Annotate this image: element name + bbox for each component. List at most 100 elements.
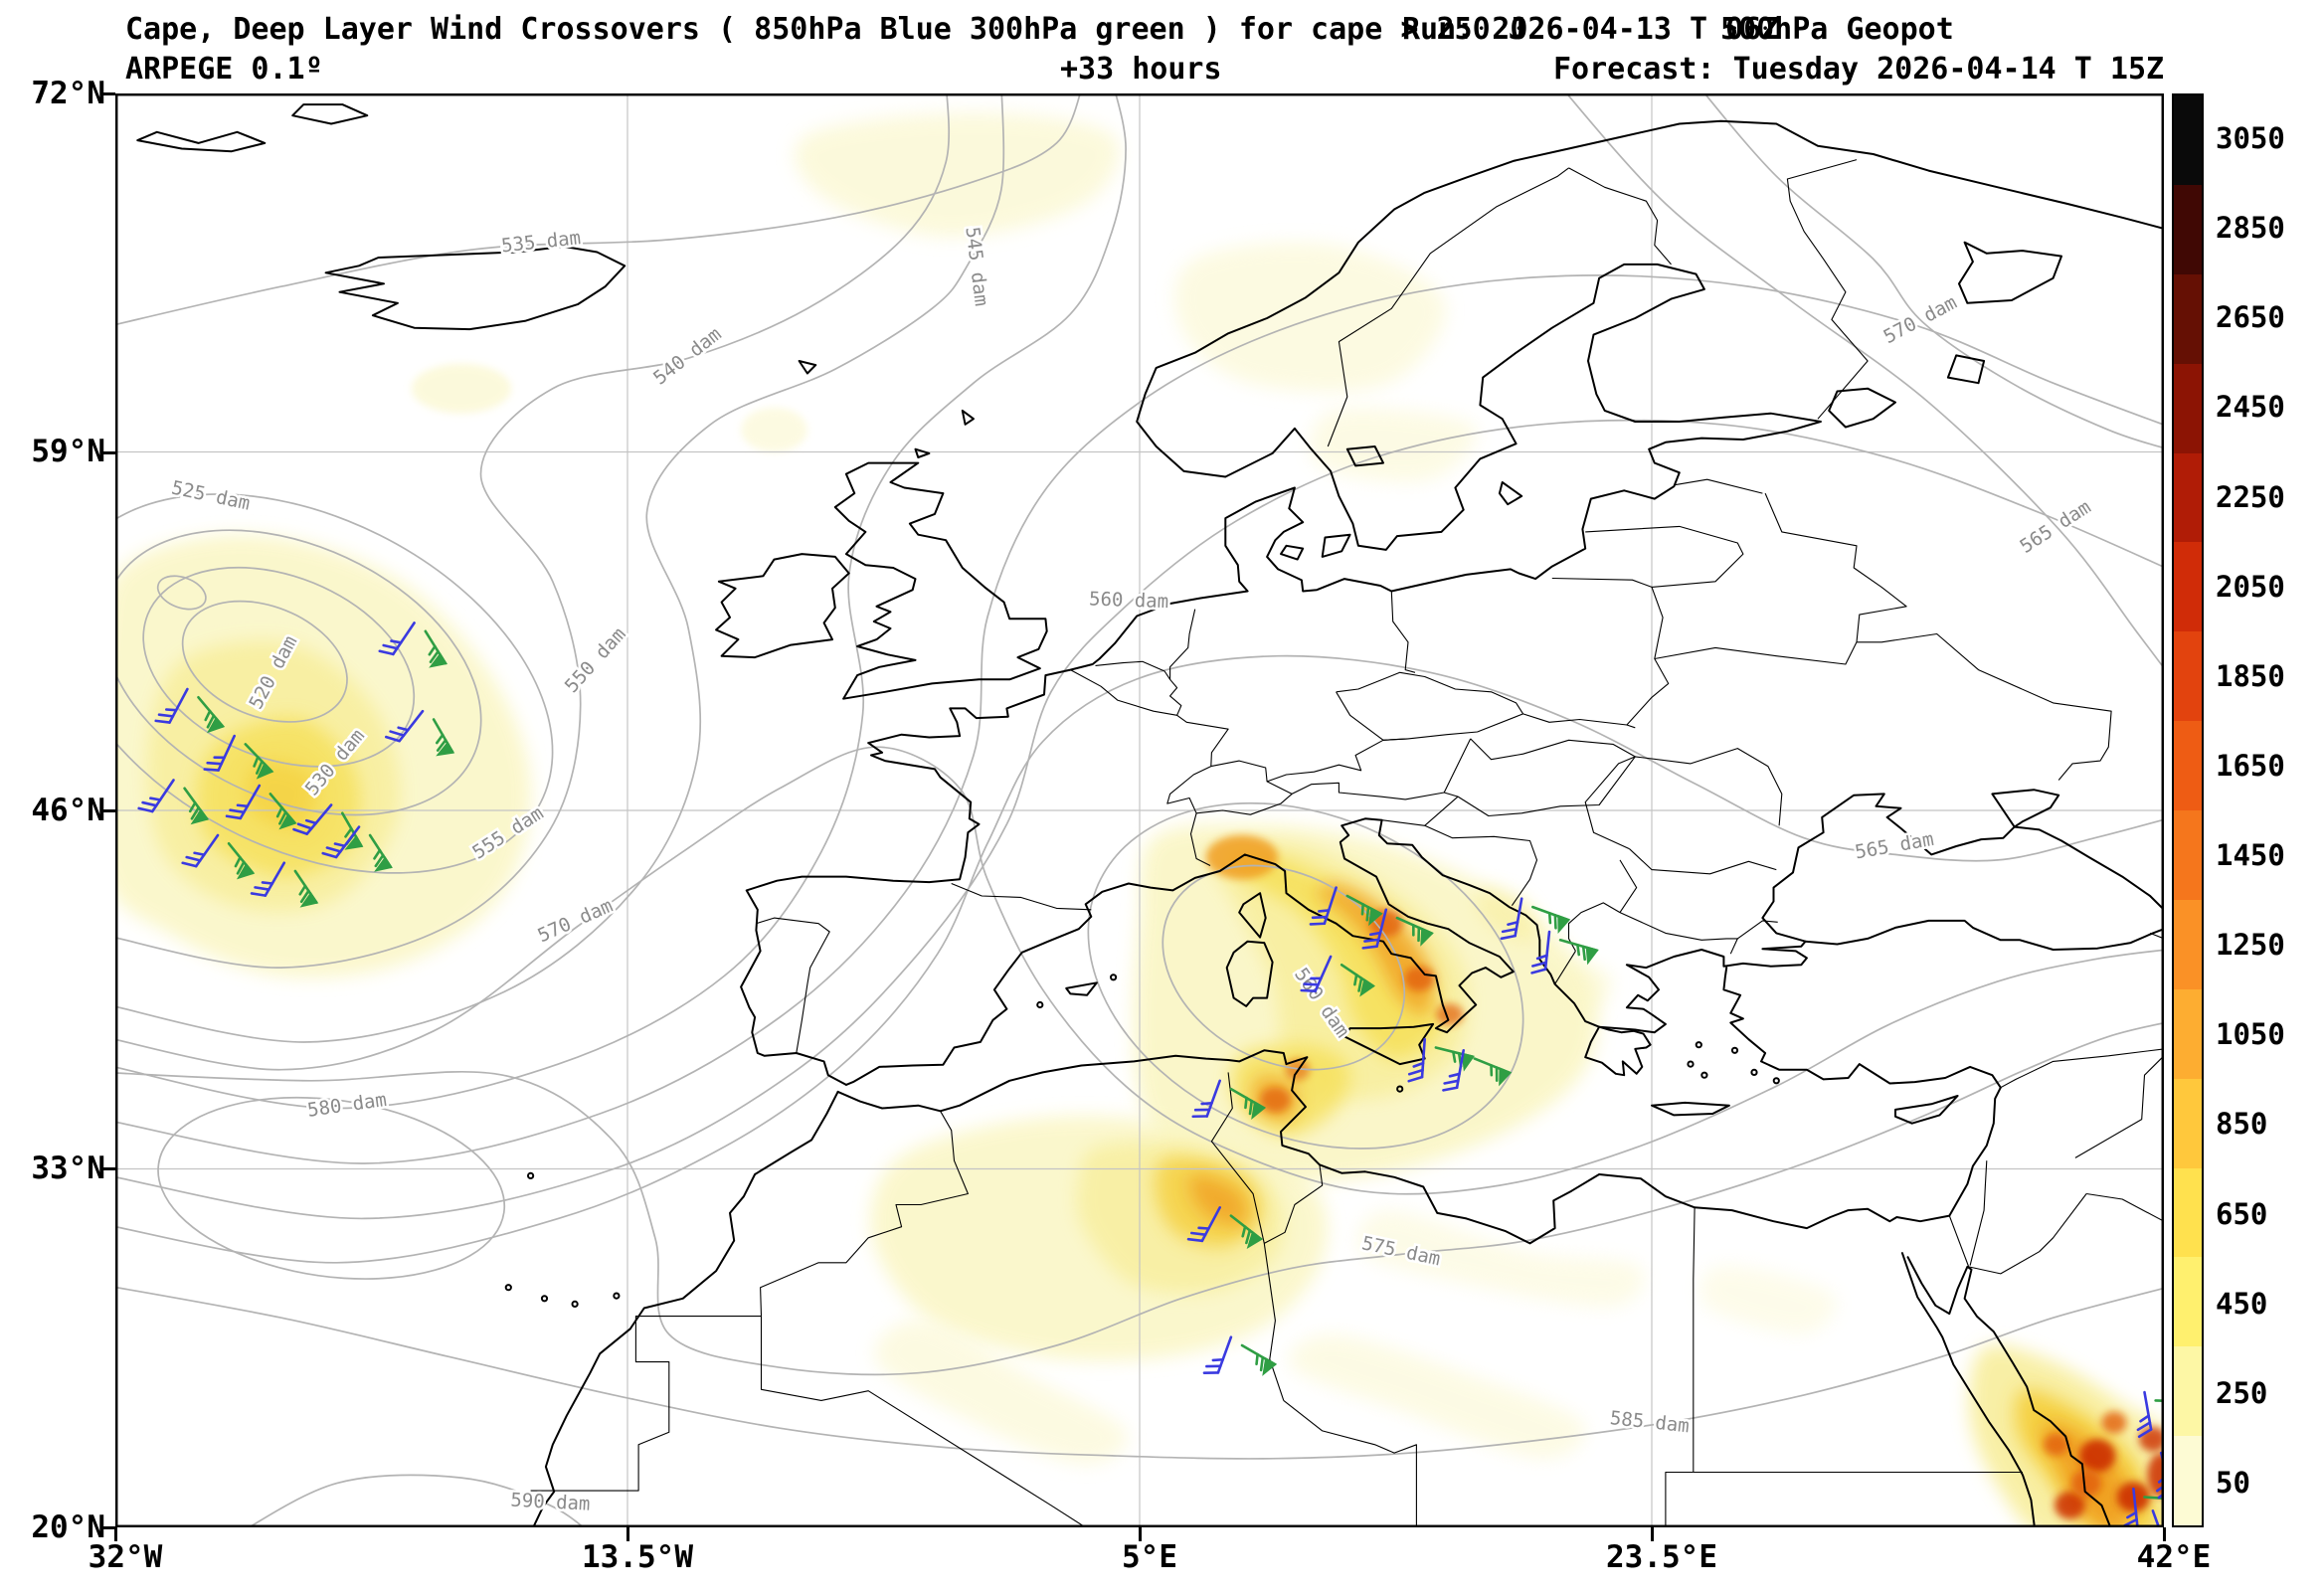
country-border [951, 882, 1092, 911]
colorbar-segment [2174, 184, 2202, 274]
geopotential-contour [115, 93, 951, 969]
cape-shading [794, 112, 1120, 238]
island [1695, 1041, 1702, 1049]
cape-shading [1227, 849, 1441, 1059]
colorbar-segment [2174, 95, 2202, 185]
country-border [1674, 478, 1763, 494]
cape-core [1403, 966, 1435, 991]
colorbar-segment [2174, 1257, 2202, 1347]
wind-barb-300hpa [1229, 1214, 1264, 1250]
wind-barb-300hpa [1558, 938, 1599, 966]
colorbar-segment [2174, 810, 2202, 900]
colorbar-tick-label: 1050 [2216, 1017, 2285, 1051]
country-border [1585, 525, 1744, 588]
country-border [1764, 492, 1907, 642]
coastline [1991, 789, 2060, 828]
country-border [1968, 1193, 2087, 1275]
geopotential-contour [115, 274, 2164, 1164]
coastline [914, 447, 931, 458]
country-border [1629, 848, 1777, 875]
island [504, 1284, 512, 1292]
coastline [1828, 387, 1896, 429]
coastline [1958, 241, 2062, 304]
country-border [1424, 824, 1538, 907]
geopotential-layer [115, 93, 2164, 1527]
geopotential-contour [115, 654, 2164, 1264]
weather-map: 535 dam 540 dam 545 dam 525 dam 520 dam 530 d… [115, 93, 2164, 1527]
cape-shading [1699, 1265, 1837, 1335]
wind-barb-850hpa [2136, 1390, 2153, 1439]
country-border [760, 1111, 969, 1317]
island [540, 1295, 549, 1303]
coastline [1894, 1095, 1959, 1125]
coastline [1280, 544, 1305, 561]
lon-tick-label: 5°E [1122, 1539, 1177, 1575]
coastline [324, 245, 626, 331]
cape-core [2043, 1433, 2068, 1456]
lon-tickmark [114, 1527, 117, 1541]
wind-barb-850hpa [225, 784, 262, 820]
coastline [1900, 1252, 2036, 1527]
coastline [1906, 1256, 2112, 1527]
map-frame [115, 93, 2164, 1527]
cape-core [2070, 1469, 2102, 1498]
contour-label: 570 dam [1879, 291, 1960, 348]
colorbar-segment [2174, 363, 2202, 453]
country-border [1626, 587, 1670, 726]
cape-shading [246, 761, 317, 829]
country-border [1169, 609, 1196, 680]
wind-barb-850hpa [154, 687, 189, 724]
cape-core [1260, 1087, 1291, 1113]
wind-barb-300hpa [1240, 1343, 1278, 1376]
geopotential-contour [115, 493, 554, 874]
coastline [1584, 1025, 1652, 1077]
colorbar-tick-label: 50 [2216, 1466, 2250, 1500]
lat-tick-label: 59°N [31, 434, 105, 469]
colorbar-segment [2174, 1346, 2202, 1437]
geopotential-contour [115, 93, 1005, 1043]
coastline [1321, 533, 1351, 558]
wind-barb-850hpa [378, 621, 416, 656]
wind-barb-300hpa [424, 629, 448, 668]
colorbar-tick-label: 650 [2216, 1197, 2268, 1231]
geopotential-title: 500hPa Geopot [1720, 12, 1954, 47]
colorbar-segment [2174, 1167, 2202, 1258]
contour-label: 580 dam [306, 1089, 388, 1122]
country-border [1619, 912, 1738, 955]
island [1750, 1068, 1758, 1077]
colorbar-segment [2174, 542, 2202, 632]
cape-shading [1289, 1333, 1586, 1459]
country-border [1736, 920, 1778, 940]
country-border [1210, 1072, 1285, 1401]
coastline [291, 103, 369, 125]
geopotential-contour [1087, 801, 1524, 1150]
model-label: ARPEGE 0.1º [125, 52, 323, 87]
coastline [1498, 481, 1523, 506]
country-border [1327, 167, 1569, 447]
country-border [1266, 738, 1409, 783]
country-border [1283, 1399, 1417, 1527]
wind-barb-850hpa [2151, 1509, 2164, 1527]
geopotential-contour [115, 529, 482, 816]
lon-tick-label: 23.5°E [1606, 1539, 1717, 1575]
wind-barb-300hpa [1473, 1057, 1513, 1087]
country-border [1554, 951, 1576, 984]
grid-layer [115, 93, 2164, 1527]
colorbar-tick-label: 450 [2216, 1287, 2268, 1321]
lat-tickmark [101, 809, 115, 812]
coastline [740, 421, 1822, 1086]
country-border [1381, 796, 1459, 826]
coastline [1136, 119, 2164, 478]
geopotential-contour [248, 1474, 585, 1527]
geopotential-contour [156, 575, 207, 611]
colorbar-segment [2174, 631, 2202, 722]
country-border [1635, 748, 1783, 826]
lon-tickmark [1651, 1527, 1654, 1541]
colorbar-segment [2174, 721, 2202, 810]
wind-barb-300hpa [1345, 894, 1383, 927]
geopotential-contour [1565, 93, 2164, 670]
contour-label: 590 dam [510, 1490, 591, 1515]
country-border [2086, 1192, 2164, 1222]
country-border [2000, 1048, 2164, 1089]
